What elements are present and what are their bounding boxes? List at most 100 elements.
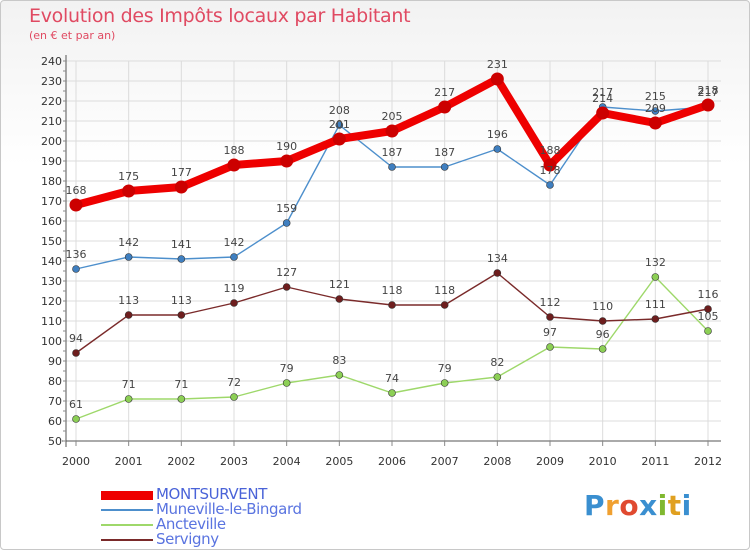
data-point bbox=[388, 163, 396, 171]
x-tick-label: 2002 bbox=[167, 455, 195, 468]
data-label: 71 bbox=[174, 378, 188, 391]
data-label: 141 bbox=[171, 238, 192, 251]
legend-swatch bbox=[101, 539, 153, 541]
logo-letter: i bbox=[657, 489, 668, 522]
y-tick-label: 160 bbox=[41, 215, 62, 228]
y-tick-label: 190 bbox=[41, 155, 62, 168]
data-point bbox=[388, 389, 396, 397]
y-tick-label: 70 bbox=[48, 395, 62, 408]
proxiti-logo: Proxiti bbox=[584, 489, 692, 522]
data-point bbox=[177, 311, 186, 319]
data-point bbox=[177, 255, 186, 263]
y-tick-label: 110 bbox=[41, 315, 62, 328]
y-tick-label: 180 bbox=[41, 175, 62, 188]
x-tick-label: 2003 bbox=[220, 455, 248, 468]
data-point bbox=[651, 107, 660, 115]
data-label: 112 bbox=[540, 296, 561, 309]
logo-letter: o bbox=[619, 489, 640, 522]
data-label: 79 bbox=[438, 362, 452, 375]
data-label: 97 bbox=[543, 326, 557, 339]
data-label: 187 bbox=[434, 146, 455, 159]
data-label: 94 bbox=[69, 332, 83, 345]
data-point bbox=[704, 327, 712, 335]
legend-label: Muneville-le-Bingard bbox=[156, 500, 302, 518]
data-label: 113 bbox=[171, 294, 192, 307]
legend-label: Ancteville bbox=[156, 515, 226, 533]
x-tick-label: 2006 bbox=[378, 455, 406, 468]
data-point bbox=[598, 345, 607, 353]
data-point bbox=[335, 371, 344, 379]
y-tick-label: 230 bbox=[41, 75, 62, 88]
logo-letter: x bbox=[639, 489, 658, 522]
x-tick-label: 2009 bbox=[536, 455, 564, 468]
data-point bbox=[493, 145, 502, 153]
data-point bbox=[701, 98, 715, 112]
y-tick-label: 60 bbox=[48, 415, 62, 428]
data-label: 209 bbox=[645, 102, 666, 115]
data-point bbox=[69, 198, 83, 212]
data-label: 188 bbox=[224, 144, 245, 157]
data-point bbox=[227, 158, 241, 172]
data-point bbox=[648, 116, 662, 130]
legend-swatch bbox=[101, 491, 153, 500]
data-point bbox=[651, 273, 660, 281]
data-label: 188 bbox=[540, 144, 561, 157]
data-point bbox=[282, 379, 291, 387]
data-point bbox=[280, 154, 294, 168]
y-tick-label: 50 bbox=[48, 435, 62, 448]
y-tick-label: 170 bbox=[41, 195, 62, 208]
data-point bbox=[124, 253, 133, 261]
data-point bbox=[543, 158, 557, 172]
data-point bbox=[385, 124, 399, 138]
x-tick-label: 2012 bbox=[694, 455, 722, 468]
data-point bbox=[493, 373, 502, 381]
data-label: 83 bbox=[332, 354, 346, 367]
data-point bbox=[440, 301, 449, 309]
data-label: 217 bbox=[592, 86, 613, 99]
data-point bbox=[72, 265, 80, 273]
data-label: 142 bbox=[224, 236, 245, 249]
data-label: 217 bbox=[698, 86, 719, 99]
data-point bbox=[651, 315, 660, 323]
data-label: 217 bbox=[434, 86, 455, 99]
data-point bbox=[335, 295, 344, 303]
data-point bbox=[598, 317, 607, 325]
y-tick-label: 80 bbox=[48, 375, 62, 388]
x-tick-label: 2004 bbox=[273, 455, 301, 468]
data-label: 231 bbox=[487, 58, 508, 71]
data-label: 196 bbox=[487, 128, 508, 141]
data-label: 61 bbox=[69, 398, 83, 411]
y-tick-label: 240 bbox=[41, 55, 62, 68]
data-label: 105 bbox=[698, 310, 719, 323]
x-tick-label: 2005 bbox=[325, 455, 353, 468]
data-label: 190 bbox=[276, 140, 297, 153]
data-label: 118 bbox=[434, 284, 455, 297]
data-point bbox=[174, 180, 188, 194]
y-tick-label: 200 bbox=[41, 135, 62, 148]
data-label: 96 bbox=[596, 328, 610, 341]
y-tick-label: 210 bbox=[41, 115, 62, 128]
data-label: 127 bbox=[276, 266, 297, 279]
data-point bbox=[388, 301, 396, 309]
data-point bbox=[124, 311, 133, 319]
data-point bbox=[230, 299, 238, 307]
data-label: 177 bbox=[171, 166, 192, 179]
data-point bbox=[596, 106, 610, 120]
data-label: 187 bbox=[382, 146, 403, 159]
logo-letter: r bbox=[605, 489, 620, 522]
data-label: 121 bbox=[329, 278, 350, 291]
data-label: 72 bbox=[227, 376, 241, 389]
data-label: 215 bbox=[645, 90, 666, 103]
data-label: 116 bbox=[698, 288, 719, 301]
data-label: 71 bbox=[122, 378, 136, 391]
data-point bbox=[177, 395, 186, 403]
y-tick-label: 90 bbox=[48, 355, 62, 368]
data-label: 119 bbox=[224, 282, 245, 295]
data-label: 218 bbox=[698, 84, 719, 97]
data-label: 159 bbox=[276, 202, 297, 215]
data-label: 113 bbox=[118, 294, 139, 307]
data-label: 132 bbox=[645, 256, 666, 269]
data-label: 79 bbox=[280, 362, 294, 375]
